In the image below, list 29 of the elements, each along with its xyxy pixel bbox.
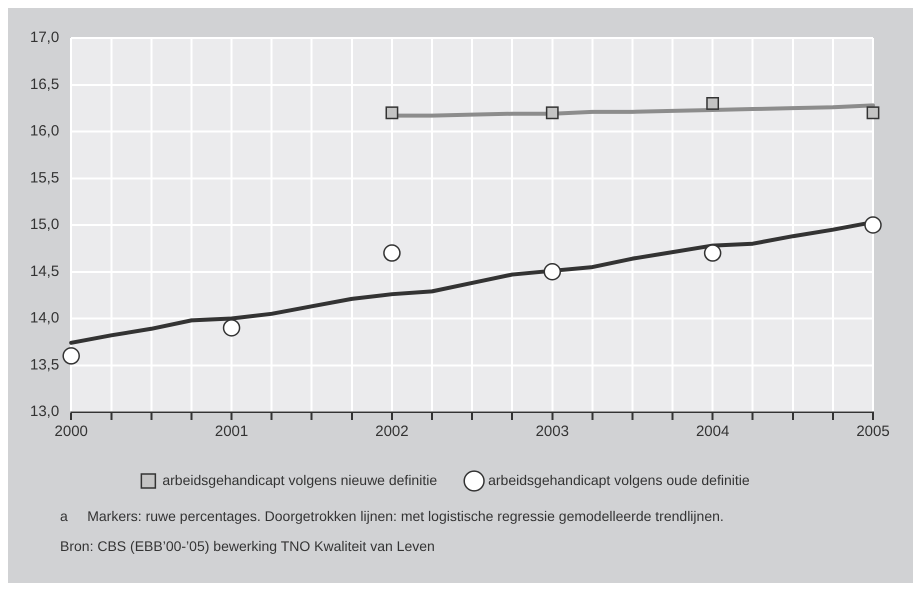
point [864,216,882,234]
x-tick-label: 2004 [696,423,730,440]
x-tick-label: 2001 [214,423,248,440]
x-tick-label: 2002 [375,423,409,440]
point [383,244,401,262]
point [706,97,720,110]
y-tick-label: 15,0 [30,216,60,234]
y-tick-label: 14,0 [30,310,60,327]
point [546,106,559,120]
point [222,319,240,337]
point [62,347,80,365]
y-tick-label: 14,5 [30,262,60,280]
point [544,263,562,280]
text: Bron: CBS (EBB’00-’05) bewerking TNO Kwaliteit van Leven [60,538,436,554]
point [386,106,398,120]
y-tick-label: 13,5 [30,356,60,374]
y-tick-label: 17,0 [30,29,60,46]
point [704,244,722,262]
legend-label: arbeidsgehandicapt volgens nieuwe definitie [162,472,438,488]
x-tick-label: 2005 [856,423,890,440]
text: a Markers: ruwe percentages. Doorgetrokken lijnen: met logistische regressie gemodelleerde trendlijnen. [60,508,724,524]
y-tick-label: 13,0 [30,403,60,420]
y-tick-label: 16,5 [30,76,60,93]
y-tick-label: 16,0 [30,122,60,140]
x-tick-label: 2000 [54,423,88,440]
legend-label: arbeidsgehandicapt volgens oude definitie [488,472,750,488]
point [866,106,880,120]
x-tick-label: 2003 [536,423,569,440]
y-tick-label: 15,5 [30,169,60,186]
